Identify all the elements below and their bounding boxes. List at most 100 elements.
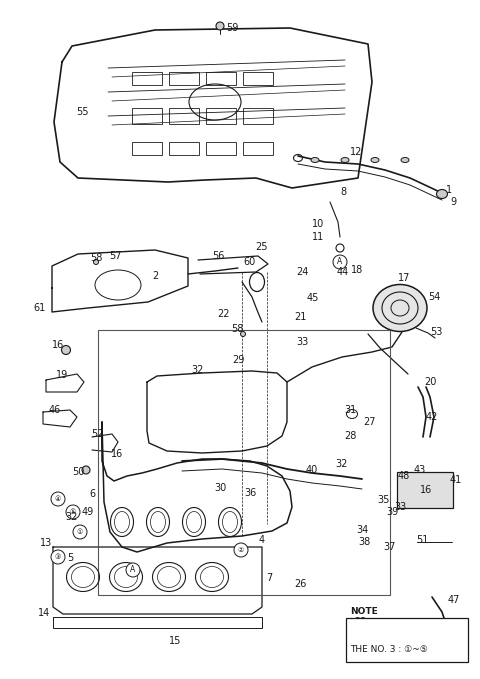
Text: ①: ① (77, 529, 83, 535)
Text: 55: 55 (76, 107, 88, 117)
Text: 35: 35 (378, 495, 390, 505)
Text: 37: 37 (384, 542, 396, 552)
Text: 14: 14 (38, 608, 50, 618)
Text: 39: 39 (386, 507, 398, 517)
Text: 16: 16 (111, 449, 123, 459)
Ellipse shape (311, 158, 319, 162)
Text: A: A (337, 257, 343, 266)
Circle shape (73, 525, 87, 539)
Ellipse shape (216, 22, 224, 30)
Bar (169, 142, 199, 155)
Text: 9: 9 (450, 197, 456, 207)
Text: 6: 6 (89, 489, 95, 499)
Bar (243, 72, 273, 85)
Text: 41: 41 (450, 475, 462, 485)
Text: 59: 59 (226, 23, 238, 33)
Text: 42: 42 (426, 412, 438, 422)
Bar (346, 618, 468, 662)
Text: 20: 20 (424, 377, 436, 387)
Bar (243, 142, 273, 155)
Text: 60: 60 (244, 257, 256, 267)
Text: 29: 29 (232, 355, 244, 365)
Text: ②: ② (238, 547, 244, 553)
Text: 15: 15 (169, 636, 181, 646)
Text: 23: 23 (354, 617, 366, 627)
Text: 28: 28 (344, 431, 356, 441)
Text: THE NO. 3 : ①~⑤: THE NO. 3 : ①~⑤ (350, 646, 428, 655)
Text: 7: 7 (266, 573, 272, 583)
Text: 33: 33 (296, 337, 308, 347)
Circle shape (126, 563, 140, 577)
Text: 13: 13 (40, 538, 52, 548)
Bar (132, 72, 162, 85)
Bar (98, 330, 390, 595)
Text: 51: 51 (416, 535, 428, 545)
Text: 26: 26 (294, 579, 306, 589)
Text: 58: 58 (231, 324, 243, 334)
Text: 45: 45 (307, 293, 319, 303)
Text: 18: 18 (351, 265, 363, 275)
Bar (132, 142, 162, 155)
Bar (243, 108, 273, 124)
Bar (397, 472, 453, 508)
Text: ⑤: ⑤ (70, 509, 76, 515)
Text: 38: 38 (358, 537, 370, 547)
Text: 8: 8 (340, 187, 346, 197)
Circle shape (51, 492, 65, 506)
Text: 16: 16 (52, 340, 64, 350)
Text: 32: 32 (336, 459, 348, 469)
Text: 52: 52 (91, 429, 103, 439)
Text: 36: 36 (244, 488, 256, 498)
Text: 24: 24 (296, 267, 308, 277)
Text: 58: 58 (90, 253, 102, 263)
Text: 34: 34 (356, 525, 368, 535)
Text: 47: 47 (448, 595, 460, 605)
Text: 46: 46 (49, 405, 61, 415)
Text: 4: 4 (259, 535, 265, 545)
Text: 31: 31 (344, 405, 356, 415)
Ellipse shape (61, 346, 71, 354)
Text: 1: 1 (446, 185, 452, 195)
Text: ④: ④ (55, 496, 61, 502)
Text: 44: 44 (337, 267, 349, 277)
Circle shape (51, 550, 65, 564)
Text: 16: 16 (420, 485, 432, 495)
Text: 5: 5 (67, 553, 73, 563)
Text: 10: 10 (312, 219, 324, 229)
Bar (132, 108, 162, 124)
Text: 49: 49 (82, 507, 94, 517)
Ellipse shape (82, 466, 90, 474)
Bar (169, 108, 199, 124)
Text: 11: 11 (312, 232, 324, 242)
Text: 17: 17 (398, 273, 410, 283)
Text: 22: 22 (218, 309, 230, 319)
Text: 32: 32 (191, 365, 203, 375)
Text: 30: 30 (214, 483, 226, 493)
Text: 25: 25 (256, 242, 268, 252)
Text: ③: ③ (55, 554, 61, 560)
Circle shape (333, 255, 347, 269)
Text: 57: 57 (109, 251, 121, 261)
Text: A: A (131, 566, 136, 574)
Ellipse shape (373, 285, 427, 331)
Bar (206, 72, 236, 85)
Ellipse shape (436, 189, 447, 198)
Text: 12: 12 (350, 147, 362, 157)
Text: 43: 43 (414, 465, 426, 475)
Text: 53: 53 (430, 327, 442, 337)
Circle shape (66, 505, 80, 519)
Text: 19: 19 (56, 370, 68, 380)
Text: 54: 54 (428, 292, 440, 302)
Bar (169, 72, 199, 85)
Text: 50: 50 (72, 467, 84, 477)
Text: 2: 2 (152, 271, 158, 281)
Text: 21: 21 (294, 312, 306, 322)
Ellipse shape (341, 158, 349, 162)
Text: 40: 40 (306, 465, 318, 475)
Text: 32: 32 (65, 512, 77, 522)
Text: 56: 56 (212, 251, 224, 261)
Text: 33: 33 (394, 502, 406, 512)
Ellipse shape (371, 158, 379, 162)
Bar (206, 142, 236, 155)
Text: 48: 48 (398, 471, 410, 481)
